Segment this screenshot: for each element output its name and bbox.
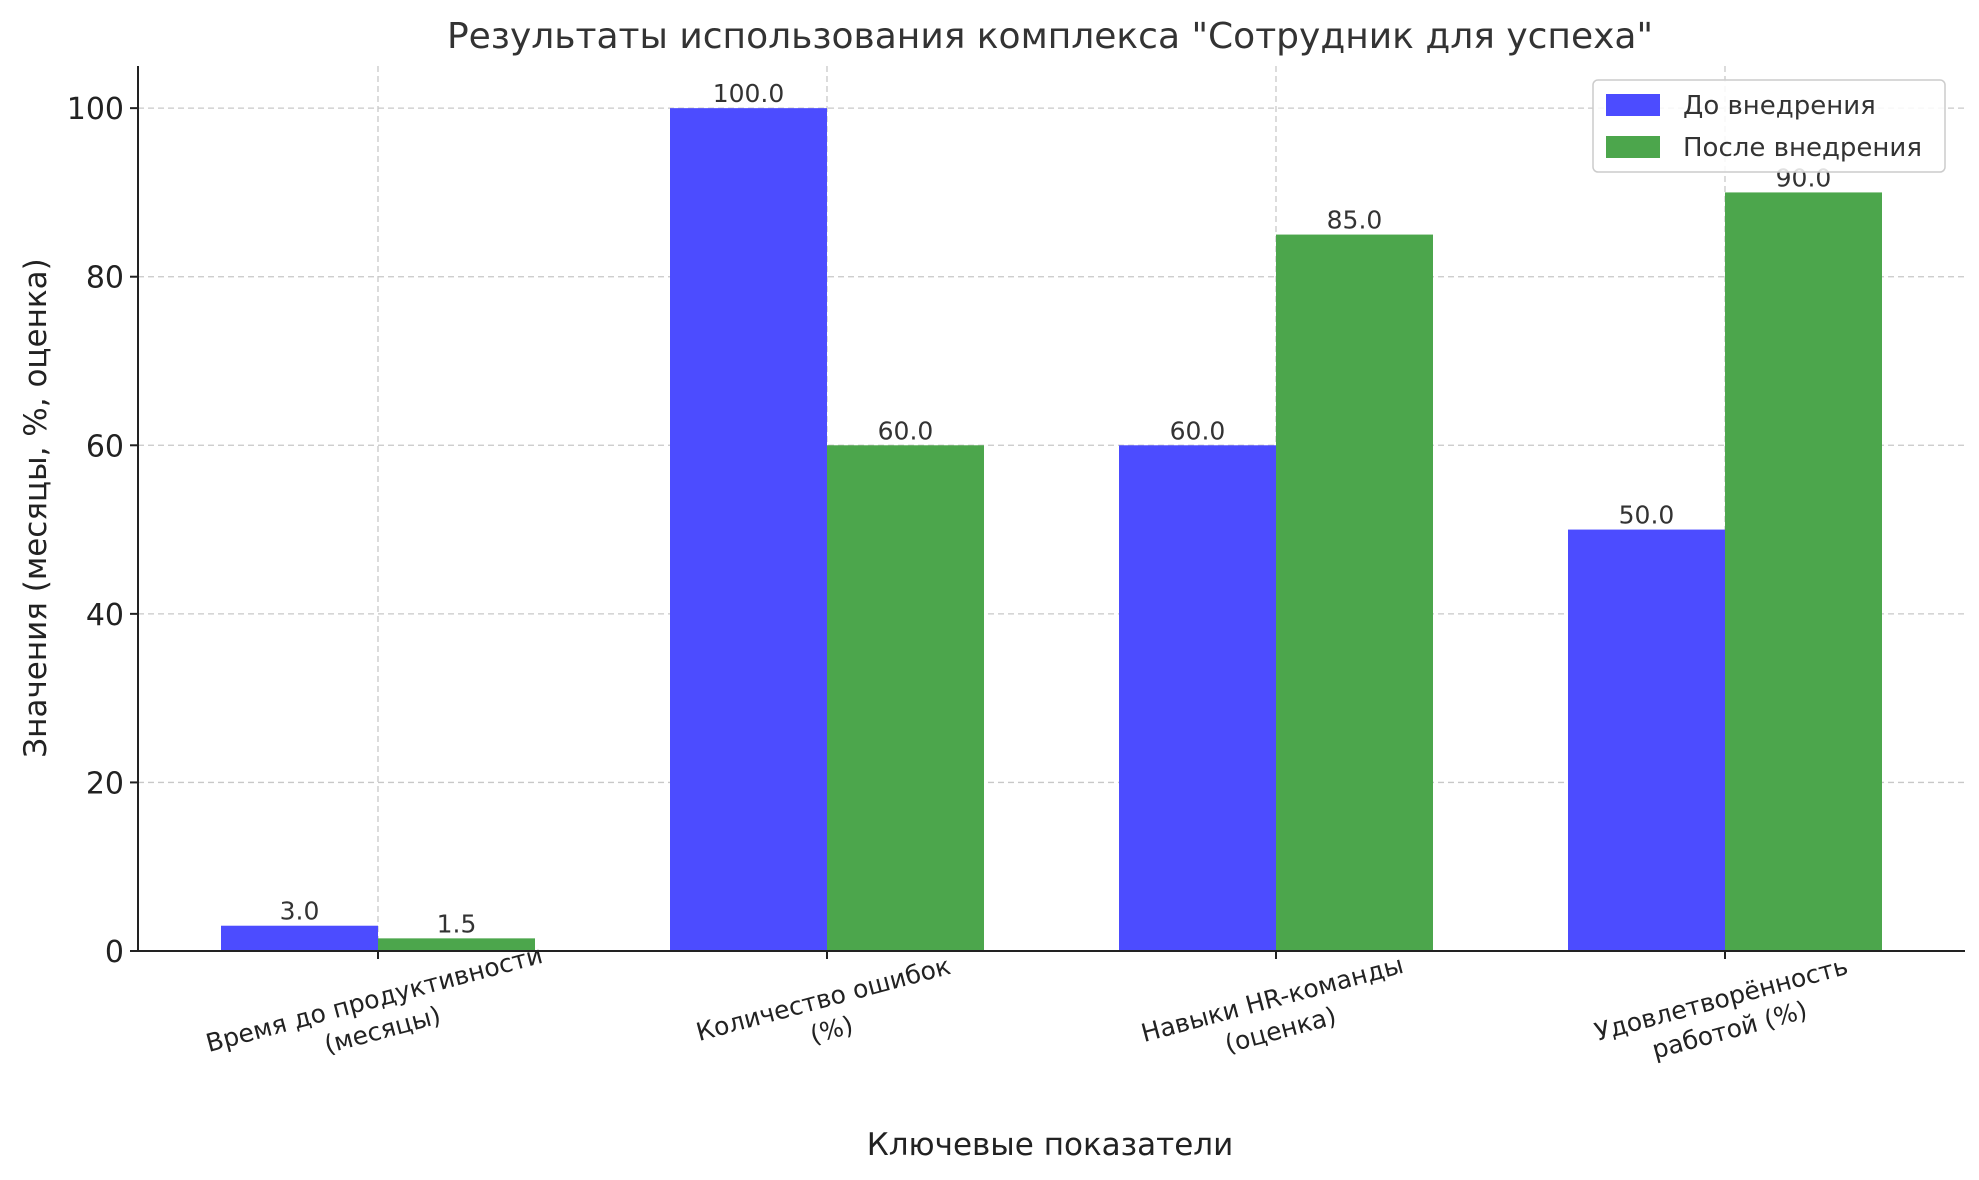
axes xyxy=(130,66,1965,959)
legend-label-before: До внедрения xyxy=(1683,91,1876,121)
bar-value-label: 1.5 xyxy=(437,909,477,938)
bar-before xyxy=(1119,445,1276,951)
bar-before xyxy=(670,108,827,951)
bar-before xyxy=(1568,529,1725,951)
y-tick-label: 20 xyxy=(86,766,124,801)
legend-label-after: После внедрения xyxy=(1683,133,1922,163)
y-tick-label: 100 xyxy=(67,92,124,127)
bar-value-label: 50.0 xyxy=(1619,501,1675,530)
y-tick-label: 0 xyxy=(105,935,124,970)
bar-after xyxy=(378,938,535,951)
bar-before xyxy=(221,925,378,951)
x-tick-label: Количество ошибок(%) xyxy=(693,951,954,1049)
chart-title: Результаты использования комплекса "Сотр… xyxy=(447,16,1653,57)
bar-after xyxy=(827,445,984,951)
x-axis-label: Ключевые показатели xyxy=(867,1127,1234,1163)
bar-value-label: 85.0 xyxy=(1327,206,1383,235)
bars xyxy=(221,108,1882,952)
bar-value-label: 60.0 xyxy=(1170,416,1226,445)
bar-value-label: 60.0 xyxy=(878,416,934,445)
legend: До внедрения После внедрения xyxy=(1592,79,1946,173)
y-axis-label: Значения (месяцы, %, оценка) xyxy=(18,258,54,757)
legend-swatch-before xyxy=(1606,94,1660,116)
y-tick-label: 80 xyxy=(86,261,124,296)
bar-value-label: 100.0 xyxy=(713,79,785,108)
bar-value-label: 3.0 xyxy=(280,897,320,926)
bar-after xyxy=(1725,192,1882,951)
x-tick-label: Навыки HR-команды(оценка) xyxy=(1138,950,1406,1059)
x-tick-label: Время до продуктивности(месяцы) xyxy=(203,940,546,1059)
bar-after xyxy=(1276,234,1433,952)
legend-box xyxy=(1592,79,1946,173)
legend-swatch-after xyxy=(1606,136,1660,158)
y-tick-label: 40 xyxy=(86,598,124,633)
y-tick-label: 60 xyxy=(86,429,124,464)
